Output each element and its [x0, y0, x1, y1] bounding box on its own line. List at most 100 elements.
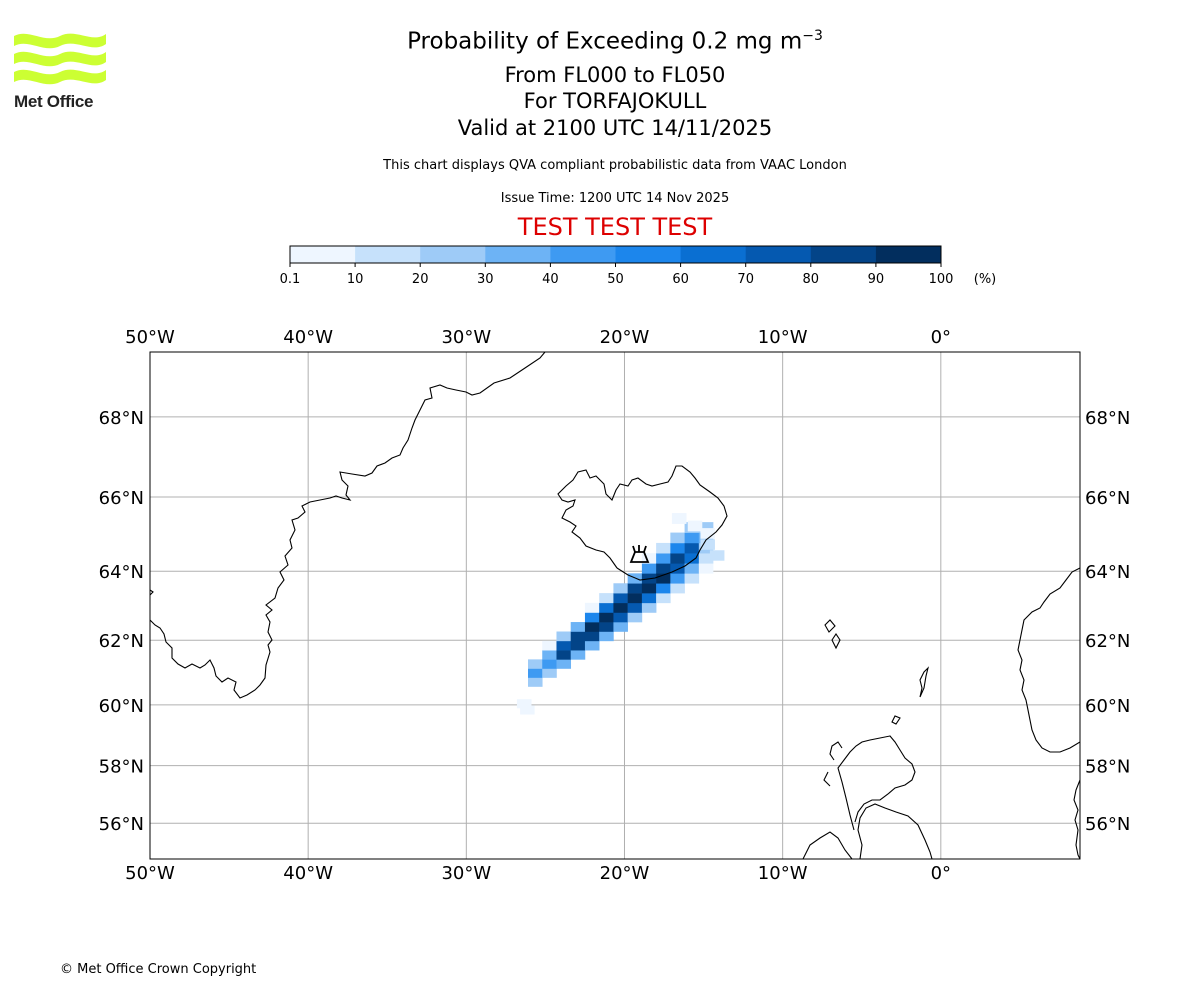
valid-time: Valid at 2100 UTC 14/11/2025: [457, 116, 773, 140]
lon-label: 30°W: [441, 327, 491, 348]
lat-label: 66°N: [1085, 488, 1130, 509]
plume-cell: [684, 573, 700, 584]
lat-label: 62°N: [99, 631, 144, 652]
lat-label: 56°N: [99, 814, 144, 835]
colorbar-tick-label: 80: [803, 272, 820, 287]
colorbar-segment: [485, 246, 551, 263]
lat-labels-left: 68°N 66°N 64°N 62°N 60°N 58°N 56°N: [99, 408, 144, 835]
plume-cell: [698, 553, 714, 564]
coastline-faroe: [824, 619, 841, 650]
plume-cell: [641, 593, 657, 604]
colorbar-tick-label: 30: [477, 272, 494, 287]
plume-cell: [599, 612, 614, 623]
plume-cell: [670, 583, 685, 594]
lon-label: 30°W: [441, 863, 491, 884]
colorbar-tick-label: 70: [737, 272, 754, 287]
plume-cell: [556, 659, 572, 669]
lat-label: 58°N: [99, 757, 144, 778]
plume-cell: [698, 522, 714, 533]
colorbar-unit: (%): [974, 272, 997, 287]
plume-cell: [542, 668, 557, 678]
plume-cell: [656, 553, 671, 564]
plume-cell: [584, 612, 600, 623]
plume-cell: [627, 612, 643, 623]
plume-cell: [671, 513, 687, 524]
lon-label: 50°W: [125, 327, 175, 348]
colorbar-segment: [355, 246, 421, 263]
map-frame: [149, 351, 1081, 860]
chart-title: Probability of Exceeding 0.2 mg m−3: [407, 28, 823, 55]
plume-cell: [670, 563, 685, 574]
lon-label: 10°W: [758, 327, 808, 348]
copyright: © Met Office Crown Copyright: [60, 962, 257, 977]
met-office-logo: [14, 33, 106, 85]
volcano-marker-icon: [629, 545, 650, 563]
plume-cell: [570, 650, 586, 660]
plume-cell: [656, 593, 671, 604]
lon-label: 20°W: [600, 863, 650, 884]
plume-cell: [556, 650, 572, 660]
lat-label: 60°N: [99, 696, 144, 717]
plume-cell: [584, 631, 600, 642]
plume-cell: [670, 542, 685, 554]
lat-labels-right: 68°N 66°N 64°N 62°N 60°N 58°N 56°N: [1085, 408, 1130, 835]
lat-label: 68°N: [1085, 408, 1130, 429]
colorbar-segment: [680, 246, 747, 263]
coastline-scotland: [802, 715, 933, 859]
lon-label: 0°: [931, 863, 951, 884]
lat-label: 68°N: [99, 408, 144, 429]
plume-cell: [684, 563, 700, 574]
colorbar-segment: [810, 246, 877, 263]
colorbar-segment: [875, 246, 942, 263]
plume-cell: [584, 622, 600, 632]
lon-label: 0°: [931, 327, 951, 348]
coastline-shetland: [919, 666, 930, 698]
plume-cell: [684, 542, 700, 554]
volcano-name: For TORFAJOKULL: [523, 89, 707, 113]
plume-cell: [670, 532, 685, 544]
lon-label: 10°W: [758, 863, 808, 884]
plume-cell: [542, 659, 557, 669]
issue-time: Issue Time: 1200 UTC 14 Nov 2025: [500, 191, 730, 206]
plume-cell: [641, 553, 657, 564]
plume-cell: [656, 583, 671, 594]
lon-label: 40°W: [283, 863, 333, 884]
plume-cell: [613, 622, 628, 632]
plume-cell: [584, 640, 600, 651]
plume-cell: [656, 573, 671, 584]
lat-label: 64°N: [1085, 562, 1130, 583]
plume-cell: [570, 631, 586, 642]
plume-cell: [570, 622, 586, 632]
gridlines: [149, 352, 1080, 859]
plume-cell: [528, 668, 543, 678]
plume-cell: [613, 593, 628, 604]
plume-cell: [528, 677, 543, 687]
plume-cell: [700, 528, 715, 539]
plume-cell: [584, 602, 600, 613]
lat-label: 56°N: [1085, 814, 1130, 835]
plume-cell: [542, 650, 557, 660]
plume-cell: [684, 553, 700, 564]
coastline-greenland: [150, 352, 546, 699]
plume-cell: [687, 520, 703, 532]
plume-cell: [656, 563, 671, 574]
plume-cell: [656, 542, 671, 554]
plume-cell: [627, 593, 643, 604]
colorbar: 0.1 10 20 30 40 50 60 70 80 90 100 (%): [280, 245, 997, 287]
disclaimer: This chart displays QVA compliant probab…: [383, 158, 847, 173]
plume-cell: [670, 553, 685, 564]
lat-label: 62°N: [1085, 631, 1130, 652]
plume-cell: [613, 583, 628, 594]
plume-cell: [556, 631, 572, 642]
plume-cell: [698, 563, 714, 574]
plume-cell: [641, 563, 657, 574]
lon-labels-top: 50°W 40°W 30°W 20°W 10°W 0°: [125, 327, 951, 348]
plume-cell: [641, 583, 657, 594]
coastline-norway: [1017, 567, 1080, 859]
plume-cell: [627, 583, 643, 594]
level-range: From FL000 to FL050: [504, 63, 726, 87]
plume-cell: [520, 705, 535, 715]
plume-cell: [641, 602, 657, 613]
plume-cell: [627, 602, 643, 613]
